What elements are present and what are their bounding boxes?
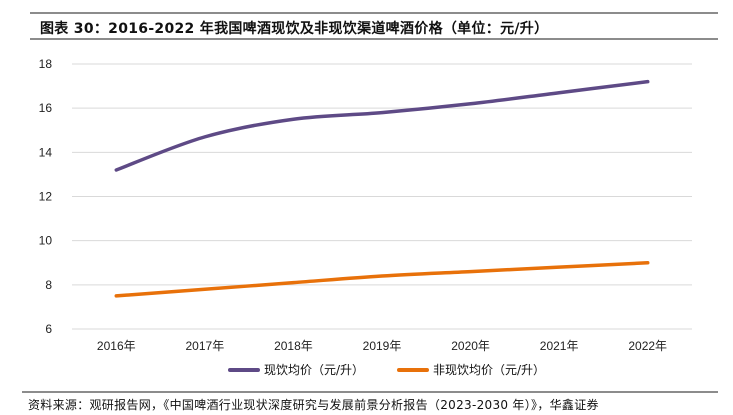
- y-tick-label: 16: [39, 101, 53, 115]
- x-tick-label: 2020年: [451, 339, 490, 353]
- source-band: 资料来源：观研报告网，《中国啤酒行业现状深度研究与发展前景分析报告（2023-2…: [22, 391, 718, 415]
- source-note: 资料来源：观研报告网，《中国啤酒行业现状深度研究与发展前景分析报告（2023-2…: [28, 398, 599, 412]
- gridlines: [72, 63, 692, 330]
- x-tick-label: 2016年: [97, 339, 136, 353]
- y-tick-label: 8: [45, 278, 52, 292]
- y-tick-label: 6: [45, 322, 52, 336]
- legend-item-offpremise: 非现饮均价（元/升）: [397, 361, 545, 378]
- x-tick-label: 2021年: [540, 339, 579, 353]
- legend-label-offpremise: 非现饮均价（元/升）: [433, 363, 546, 377]
- figure-title-band: 图表 30：2016-2022 年我国啤酒现饮及非现饮渠道啤酒价格（单位：元/升…: [30, 12, 718, 40]
- legend-item-onpremise: 现饮均价（元/升）: [228, 361, 364, 378]
- y-axis-ticks: 6 8 10 12 14 16 18: [39, 57, 53, 336]
- legend-swatch-onpremise: [228, 367, 260, 372]
- x-axis-ticks: 2016年 2017年 2018年 2019年 2020年 2021年 2022年: [97, 339, 667, 353]
- y-tick-label: 10: [39, 234, 53, 248]
- figure-title: 图表 30：2016-2022 年我国啤酒现饮及非现饮渠道啤酒价格（单位：元/升…: [40, 21, 549, 37]
- series-lines: [114, 79, 650, 298]
- y-tick-label: 14: [39, 145, 53, 159]
- x-tick-label: 2018年: [274, 339, 313, 353]
- x-tick-label: 2022年: [628, 339, 667, 353]
- x-tick-label: 2017年: [186, 339, 225, 353]
- y-tick-label: 18: [39, 57, 53, 71]
- x-tick-label: 2019年: [363, 339, 402, 353]
- legend-swatch-offpremise: [397, 367, 429, 372]
- y-tick-label: 12: [39, 190, 53, 204]
- series-line-1: [114, 261, 650, 298]
- legend-label-onpremise: 现饮均价（元/升）: [264, 363, 365, 377]
- series-line-0: [114, 79, 650, 172]
- legend: 现饮均价（元/升） 非现饮均价（元/升）: [0, 361, 733, 379]
